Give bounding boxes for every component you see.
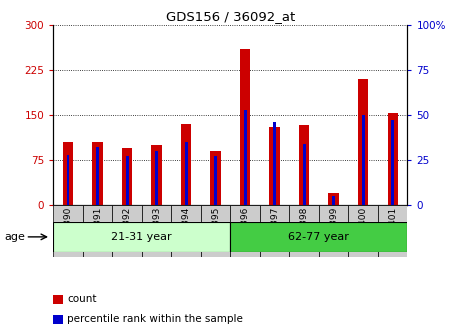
Text: GSM2397: GSM2397 xyxy=(270,207,279,250)
Bar xyxy=(155,151,158,205)
Text: GSM2399: GSM2399 xyxy=(329,207,338,250)
Bar xyxy=(142,205,171,257)
Bar xyxy=(362,115,365,205)
Bar xyxy=(269,127,280,205)
Bar xyxy=(273,122,276,205)
Bar xyxy=(319,205,349,257)
Bar xyxy=(378,205,407,257)
Title: GDS156 / 36092_at: GDS156 / 36092_at xyxy=(166,10,295,23)
Bar xyxy=(391,121,394,205)
Bar xyxy=(289,205,319,257)
Text: GSM2394: GSM2394 xyxy=(181,207,191,250)
Bar xyxy=(53,205,83,257)
Bar xyxy=(63,142,73,205)
Text: GSM2390: GSM2390 xyxy=(63,207,73,250)
Bar xyxy=(92,142,103,205)
Text: age: age xyxy=(5,232,25,242)
Bar xyxy=(113,205,142,257)
Bar xyxy=(303,144,306,205)
Bar xyxy=(358,79,369,205)
Bar xyxy=(388,113,398,205)
Bar xyxy=(231,222,407,252)
Bar xyxy=(171,205,201,257)
Bar xyxy=(181,124,191,205)
Text: GSM2398: GSM2398 xyxy=(300,207,309,250)
Bar xyxy=(96,148,99,205)
Bar xyxy=(53,222,231,252)
Bar xyxy=(240,49,250,205)
Text: GSM2391: GSM2391 xyxy=(93,207,102,250)
Text: GSM2400: GSM2400 xyxy=(359,207,368,250)
Bar xyxy=(125,157,129,205)
Bar xyxy=(122,148,132,205)
Text: GSM2401: GSM2401 xyxy=(388,207,397,250)
Text: GSM2396: GSM2396 xyxy=(241,207,250,250)
Bar xyxy=(185,142,188,205)
Bar xyxy=(299,125,309,205)
Text: count: count xyxy=(67,294,97,304)
Bar xyxy=(231,205,260,257)
Text: GSM2393: GSM2393 xyxy=(152,207,161,250)
Bar xyxy=(244,110,247,205)
Bar xyxy=(151,145,162,205)
Bar xyxy=(328,193,339,205)
Text: 21-31 year: 21-31 year xyxy=(112,232,172,242)
Text: 62-77 year: 62-77 year xyxy=(288,232,349,242)
Bar xyxy=(83,205,113,257)
Text: GSM2392: GSM2392 xyxy=(123,207,131,250)
Bar xyxy=(349,205,378,257)
Bar xyxy=(210,151,221,205)
Bar xyxy=(260,205,289,257)
Bar xyxy=(214,157,217,205)
Text: percentile rank within the sample: percentile rank within the sample xyxy=(67,314,243,324)
Text: GSM2395: GSM2395 xyxy=(211,207,220,250)
Bar xyxy=(67,155,69,205)
Bar xyxy=(332,196,335,205)
Bar xyxy=(201,205,231,257)
